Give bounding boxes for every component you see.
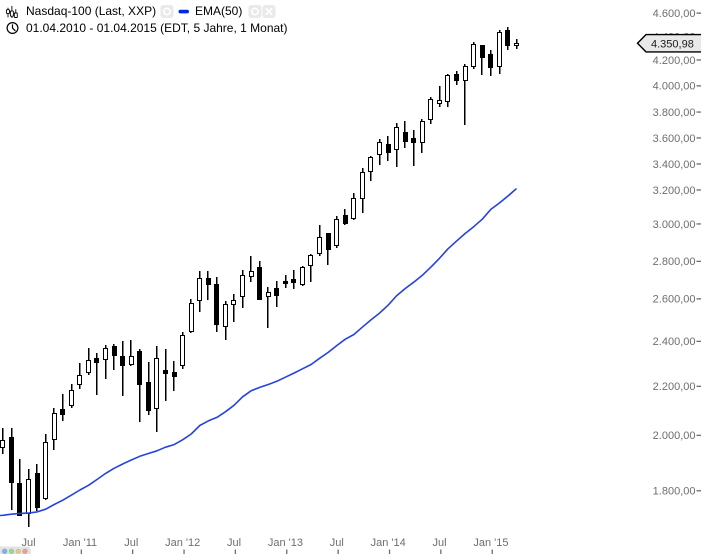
svg-text:2.000,00: 2.000,00 <box>653 430 696 442</box>
svg-text:4.200,00: 4.200,00 <box>653 55 696 67</box>
svg-text:EMA(50): EMA(50) <box>195 4 242 18</box>
svg-text:3.200,00: 3.200,00 <box>653 185 696 197</box>
svg-text:Jan '14: Jan '14 <box>371 537 406 549</box>
svg-text:4.350,98: 4.350,98 <box>651 38 694 50</box>
svg-text:Nasdaq-100 (Last, XXP): Nasdaq-100 (Last, XXP) <box>26 4 156 18</box>
svg-text:3.600,00: 3.600,00 <box>653 133 696 145</box>
svg-text:Jan '12: Jan '12 <box>165 537 200 549</box>
svg-text:Jul: Jul <box>227 537 241 549</box>
svg-text:Jan '11: Jan '11 <box>63 537 97 549</box>
svg-text:1.800,00: 1.800,00 <box>653 486 696 498</box>
svg-text:Jan '15: Jan '15 <box>473 537 508 549</box>
svg-text:4.600,00: 4.600,00 <box>653 8 696 20</box>
svg-text:01.04.2010 - 01.04.2015 (EDT,: 01.04.2010 - 01.04.2015 (EDT, 5 Jahre, 1… <box>26 21 288 35</box>
svg-text:3.000,00: 3.000,00 <box>653 219 696 231</box>
svg-text:3.800,00: 3.800,00 <box>653 107 696 119</box>
svg-text:2.200,00: 2.200,00 <box>653 381 696 393</box>
svg-text:Jul: Jul <box>124 537 138 549</box>
svg-text:2.400,00: 2.400,00 <box>653 336 696 348</box>
svg-text:Jan '13: Jan '13 <box>268 537 303 549</box>
svg-text:Jul: Jul <box>432 537 446 549</box>
svg-text:2.800,00: 2.800,00 <box>653 256 696 268</box>
svg-text:2.600,00: 2.600,00 <box>653 294 696 306</box>
svg-text:Jul: Jul <box>21 537 35 549</box>
svg-text:Jul: Jul <box>330 537 344 549</box>
svg-text:4.000,00: 4.000,00 <box>653 81 696 93</box>
svg-text:3.400,00: 3.400,00 <box>653 159 696 171</box>
